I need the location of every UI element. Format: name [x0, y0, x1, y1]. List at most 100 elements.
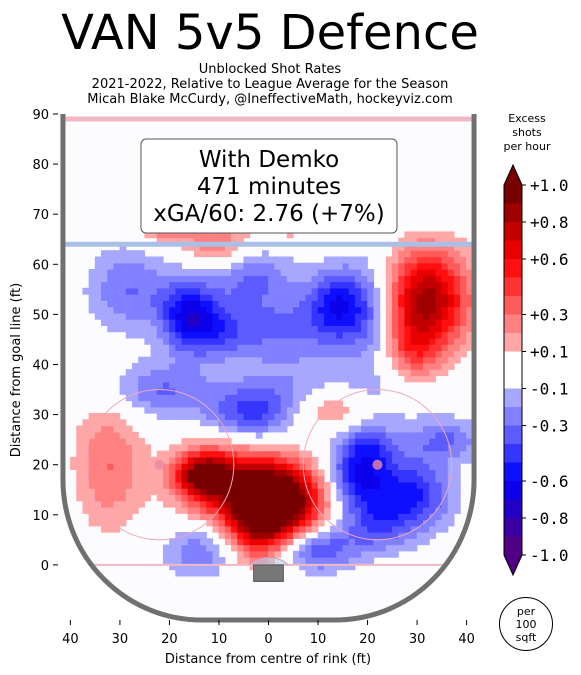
heat-cell	[156, 306, 164, 314]
heat-cell	[113, 513, 121, 521]
heat-cell	[453, 281, 461, 289]
heat-cell	[94, 281, 102, 289]
heat-cell	[299, 394, 306, 402]
heat-cell	[286, 362, 294, 370]
heat-cell	[218, 532, 226, 539]
heat-cell	[138, 319, 145, 326]
heat-cell	[404, 450, 412, 458]
heat-cell	[453, 450, 461, 458]
heat-cell	[169, 394, 176, 402]
heat-cell	[286, 444, 294, 452]
heat-cell	[453, 294, 461, 301]
heat-cell	[162, 331, 170, 339]
heat-cell	[249, 387, 257, 395]
heat-cell	[404, 525, 412, 533]
heat-cell	[416, 519, 424, 527]
heat-cell	[410, 344, 418, 352]
heat-cell	[218, 438, 226, 445]
heat-cell	[422, 513, 430, 521]
heat-cell	[466, 300, 474, 308]
heat-cell	[224, 331, 232, 339]
heat-cell	[268, 287, 275, 295]
heat-cell	[330, 475, 337, 483]
heat-cell	[466, 425, 474, 433]
heat-cell	[460, 294, 467, 301]
heat-cell	[131, 500, 139, 508]
heat-cell	[330, 438, 337, 445]
heat-cell	[218, 275, 226, 283]
heat-cell	[107, 481, 115, 489]
heat-cell	[231, 456, 238, 464]
heat-cell	[317, 550, 325, 558]
heat-cell	[169, 469, 176, 477]
heat-cell	[416, 438, 424, 445]
heat-cell	[342, 325, 350, 333]
heat-cell	[206, 513, 214, 521]
heat-cell	[193, 243, 201, 251]
heat-cell	[280, 269, 288, 276]
heat-cell	[231, 387, 238, 395]
heat-cell	[311, 331, 319, 339]
heat-cell	[392, 413, 399, 420]
heat-cell	[249, 362, 257, 370]
heat-cell	[200, 356, 207, 364]
heat-cell	[398, 325, 406, 333]
heat-cell	[305, 481, 313, 489]
heat-cell	[255, 431, 263, 439]
heat-cell	[249, 369, 257, 377]
heat-cell	[255, 300, 263, 308]
heat-cell	[243, 300, 251, 308]
heat-cell	[107, 519, 115, 527]
heat-cell	[156, 319, 164, 326]
heat-cell	[262, 406, 269, 414]
heat-cell	[193, 488, 201, 496]
heat-cell	[94, 494, 102, 502]
heat-cell	[249, 400, 257, 408]
heat-cell	[231, 275, 238, 283]
heat-cell	[354, 375, 362, 383]
heat-cell	[212, 557, 220, 564]
heat-cell	[193, 400, 201, 408]
heat-cell	[305, 519, 313, 527]
heat-cell	[392, 344, 399, 352]
heat-cell	[342, 550, 350, 558]
annotation-line-1: With Demko	[199, 147, 339, 173]
heat-cell	[280, 406, 288, 414]
heat-cell	[125, 369, 133, 377]
colorbar-band	[504, 407, 522, 426]
heat-cell	[422, 425, 430, 433]
heat-cell	[144, 444, 152, 452]
heat-cell	[94, 500, 102, 508]
heat-cell	[162, 544, 170, 552]
heat-cell	[379, 413, 387, 420]
heat-cell	[410, 425, 418, 433]
colorbar-title-line: shots	[512, 126, 542, 139]
heat-cell	[385, 294, 393, 301]
heat-cell	[255, 331, 263, 339]
heat-cell	[218, 444, 226, 452]
heat-cell	[460, 450, 467, 458]
heat-cell	[224, 425, 232, 433]
colorbar-tick-label: +0.8	[530, 213, 569, 232]
heat-cell	[466, 331, 474, 339]
heat-cell	[348, 463, 356, 470]
heat-cell	[330, 319, 337, 326]
heat-cell	[125, 294, 133, 301]
x-tick-label: 40	[458, 632, 475, 647]
heat-cell	[150, 488, 158, 496]
heat-cell	[280, 500, 288, 508]
heat-cell	[404, 438, 412, 445]
heat-cell	[460, 438, 467, 445]
heat-cell	[453, 256, 461, 264]
heat-cell	[435, 350, 443, 358]
heat-cell	[82, 488, 90, 496]
heat-cell	[181, 312, 189, 320]
heat-cell	[119, 250, 127, 258]
heat-cell	[224, 325, 232, 333]
heat-cell	[305, 306, 313, 314]
heat-cell	[354, 319, 362, 326]
heat-cell	[422, 356, 430, 364]
heat-cell	[131, 362, 139, 370]
heat-cell	[206, 450, 214, 458]
heat-cell	[156, 494, 164, 502]
